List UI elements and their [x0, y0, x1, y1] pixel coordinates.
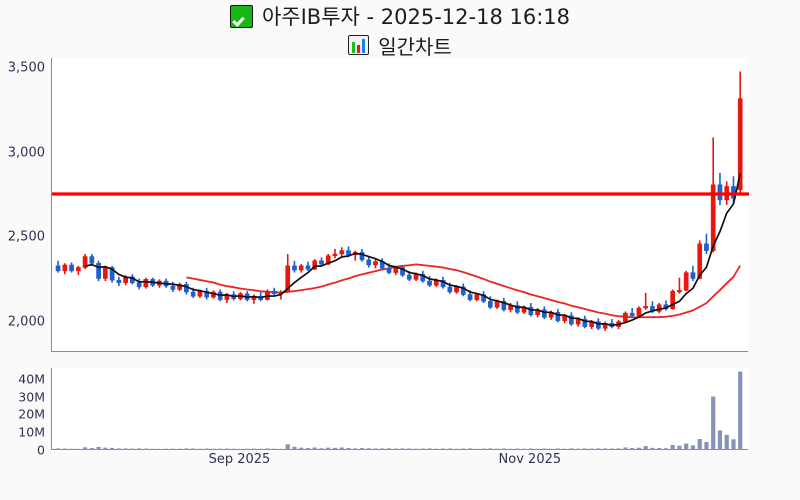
price-chart-panel[interactable]	[51, 58, 749, 352]
volume-y-tick: 30M	[18, 389, 45, 405]
bar-chart-icon	[348, 35, 370, 55]
x-tick: Sep 2025	[208, 452, 271, 467]
volume-chart-panel[interactable]	[51, 368, 748, 450]
volume-y-tick: 40M	[18, 371, 45, 387]
volume-y-tick: 10M	[18, 424, 45, 440]
price-y-tick: 3,000	[7, 145, 45, 161]
price-y-tick: 2,000	[7, 314, 45, 330]
chart-title-row: 아주IB투자 - 2025-12-18 16:18	[0, 1, 800, 31]
x-tick: Nov 2025	[498, 452, 562, 467]
price-chart-svg	[52, 71, 749, 331]
volume-y-tick: 0	[37, 442, 45, 458]
check-icon	[229, 4, 253, 28]
price-y-tick: 2,500	[7, 229, 45, 245]
price-y-tick: 3,500	[7, 60, 45, 76]
chart-subtitle: 일간차트	[378, 34, 452, 59]
volume-y-tick: 20M	[18, 406, 45, 422]
volume-chart-svg	[55, 371, 743, 450]
chart-subtitle-row: 일간차트	[0, 31, 800, 59]
page-title: 아주IB투자 - 2025-12-18 16:18	[261, 5, 571, 29]
